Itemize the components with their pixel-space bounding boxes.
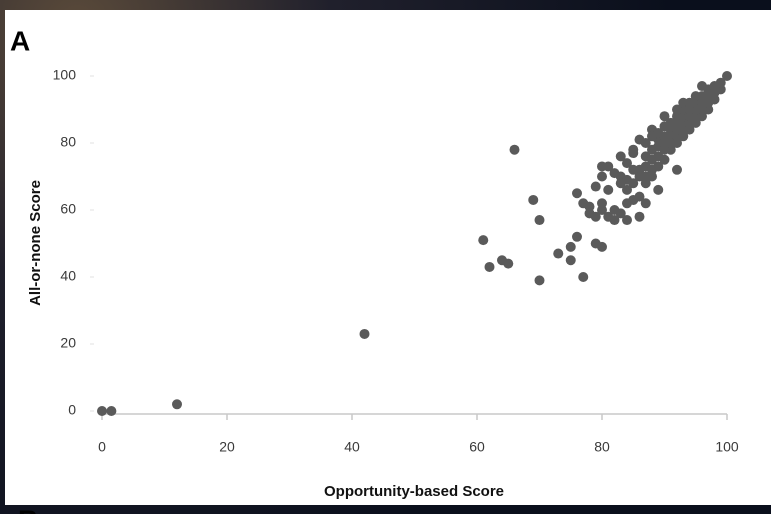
x-tick-label: 60 — [469, 439, 485, 455]
point — [641, 198, 651, 208]
y-axis-title: All-or-none Score — [27, 180, 44, 306]
panel-label: A — [10, 25, 30, 56]
y-tick-label: 80 — [60, 134, 76, 150]
point — [566, 255, 576, 265]
x-tick-label: 0 — [98, 439, 106, 455]
page: {"panel_a_label": "A", "panel_b_label": … — [0, 0, 771, 514]
x-tick-label: 40 — [344, 439, 360, 455]
point — [616, 178, 626, 188]
point — [591, 182, 601, 192]
point — [653, 185, 663, 195]
point — [485, 262, 495, 272]
point — [597, 198, 607, 208]
point — [672, 165, 682, 175]
x-tick-label: 20 — [219, 439, 235, 455]
point — [566, 242, 576, 252]
y-tick-label: 100 — [53, 67, 77, 83]
point — [647, 131, 657, 141]
y-tick-label: 60 — [60, 201, 76, 217]
point — [360, 329, 370, 339]
x-axis-title: Opportunity-based Score — [324, 483, 504, 500]
x-tick-label: 80 — [594, 439, 610, 455]
point — [622, 215, 632, 225]
point — [616, 151, 626, 161]
point — [628, 165, 638, 175]
point — [660, 155, 670, 165]
figure: A B Opportunity-based Score All-or-none … — [0, 0, 771, 514]
point — [603, 185, 613, 195]
point — [503, 259, 513, 269]
point — [535, 215, 545, 225]
point — [528, 195, 538, 205]
y-tick-label: 40 — [60, 268, 76, 284]
point — [535, 275, 545, 285]
point — [635, 135, 645, 145]
panel — [5, 10, 771, 505]
point — [106, 406, 116, 416]
panel-label: B — [18, 504, 38, 514]
point — [572, 188, 582, 198]
point — [635, 212, 645, 222]
point — [597, 161, 607, 171]
point — [478, 235, 488, 245]
point — [172, 399, 182, 409]
point — [578, 272, 588, 282]
point — [628, 145, 638, 155]
point — [597, 242, 607, 252]
y-tick-label: 20 — [60, 335, 76, 351]
point — [510, 145, 520, 155]
point — [97, 406, 107, 416]
point — [597, 172, 607, 182]
x-tick-label: 100 — [715, 439, 739, 455]
point — [553, 249, 563, 259]
point — [572, 232, 582, 242]
point — [722, 71, 732, 81]
y-tick-label: 0 — [68, 402, 76, 418]
